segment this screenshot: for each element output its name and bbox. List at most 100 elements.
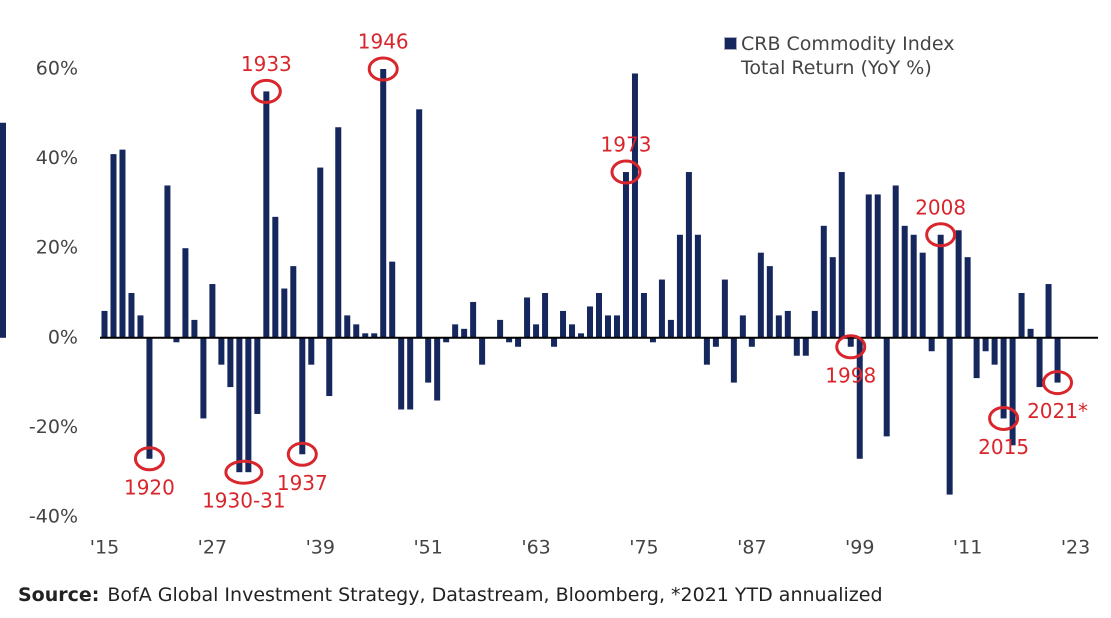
bar <box>1009 337 1016 446</box>
bar <box>182 248 189 338</box>
bar <box>775 315 782 338</box>
x-tick-label: '75 <box>629 537 658 559</box>
bar <box>1045 284 1052 338</box>
annotation-circle <box>610 159 642 185</box>
annotation-circle <box>988 405 1020 431</box>
bar <box>658 279 665 338</box>
bar <box>308 337 315 365</box>
bar <box>209 284 216 338</box>
annotation-label: 1933 <box>241 52 292 76</box>
bar <box>344 315 351 338</box>
bar <box>137 315 144 338</box>
bar <box>955 230 962 338</box>
bar <box>443 337 450 343</box>
annotation-label: 1920 <box>124 475 175 499</box>
bar <box>649 337 656 343</box>
bar <box>290 266 297 338</box>
bar <box>191 319 198 338</box>
annotation-label: 2021* <box>1027 399 1088 423</box>
bar <box>712 337 719 347</box>
bar <box>578 333 585 338</box>
bar <box>245 337 252 473</box>
bar <box>919 252 926 338</box>
bar <box>604 315 611 338</box>
bar <box>371 333 378 338</box>
annotation-label: 2015 <box>978 435 1029 459</box>
bar <box>281 288 288 338</box>
bar <box>910 234 917 338</box>
bar <box>263 91 270 338</box>
bar <box>533 324 540 338</box>
bar <box>218 337 225 365</box>
bar <box>524 297 531 338</box>
annotation-circle <box>286 441 318 467</box>
bar <box>1018 293 1025 338</box>
x-tick-label: '39 <box>306 537 335 559</box>
bar <box>119 149 126 338</box>
annotation-circle <box>250 78 282 104</box>
bar <box>299 337 306 455</box>
x-tick-label: '87 <box>737 537 766 559</box>
bar <box>362 333 369 338</box>
bar <box>901 225 908 338</box>
bar <box>892 185 899 338</box>
bar <box>937 234 944 338</box>
x-tick-label: '63 <box>521 537 550 559</box>
x-tick-label: '15 <box>90 537 119 559</box>
source-label: Source: <box>18 584 100 606</box>
bar <box>739 315 746 338</box>
annotation-label: 2008 <box>915 195 966 219</box>
bar <box>236 337 243 473</box>
x-tick-label: '51 <box>413 537 442 559</box>
y-tick-label: 60% <box>36 58 78 80</box>
bar <box>416 109 423 338</box>
bar <box>452 324 459 338</box>
bar <box>964 257 971 338</box>
bar <box>811 310 818 338</box>
bar <box>254 337 261 414</box>
bar <box>973 337 980 379</box>
bar <box>982 337 989 352</box>
annotation-label: 1973 <box>601 133 652 157</box>
bar <box>1027 328 1034 338</box>
bar <box>380 69 387 338</box>
bar <box>928 337 935 352</box>
annotation-circle <box>367 56 399 82</box>
x-tick-label: '11 <box>953 537 982 559</box>
bar <box>676 234 683 338</box>
bar <box>784 310 791 338</box>
bar <box>613 315 620 338</box>
bar <box>326 337 333 397</box>
y-tick-label: 0% <box>48 326 78 348</box>
bar <box>569 324 576 338</box>
bar <box>1000 337 1007 419</box>
bar <box>173 337 180 343</box>
source: Source: BofA Global Investment Strategy, … <box>18 584 883 606</box>
bar <box>793 337 800 356</box>
annotation-circle <box>224 459 264 485</box>
bar <box>730 337 737 383</box>
annotation-label: 1937 <box>277 471 328 495</box>
bar <box>389 261 396 338</box>
bar <box>479 337 486 365</box>
y-tick-label: 40% <box>36 147 78 169</box>
bar <box>0 122 6 338</box>
bar <box>497 319 504 338</box>
annotation-label: 1930-31 <box>202 489 286 513</box>
bar <box>353 324 360 338</box>
legend: CRB Commodity Index Total Return (YoY %) <box>724 32 994 80</box>
bar <box>101 310 108 338</box>
bar <box>640 293 647 338</box>
annotation-label: 1998 <box>825 363 876 387</box>
bar <box>883 337 890 437</box>
bar <box>587 306 594 338</box>
annotation-label: 1946 <box>358 30 409 54</box>
bar <box>470 301 477 338</box>
bar <box>694 234 701 338</box>
bar <box>398 337 405 410</box>
bar <box>838 172 845 338</box>
annotation-circle <box>835 334 867 360</box>
bar <box>434 337 441 401</box>
